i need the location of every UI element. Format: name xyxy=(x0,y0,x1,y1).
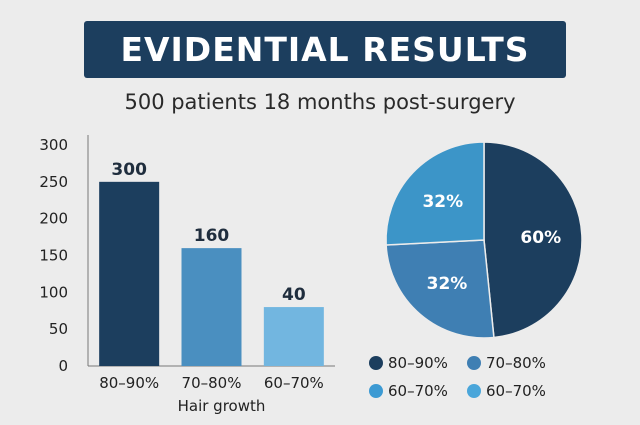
y-tick-label: 50 xyxy=(49,320,68,338)
page-title: EVIDENTIAL RESULTS xyxy=(120,30,530,69)
pie-slice-label: 32% xyxy=(427,274,468,294)
y-tick-label: 300 xyxy=(39,136,68,154)
legend-swatch xyxy=(467,384,481,398)
x-axis-title: Hair growth xyxy=(178,397,266,415)
x-tick-label: 80–90% xyxy=(99,374,159,392)
bar-chart: 0 50 100 150 200 250 300 300 80–90% 160 70–80% 40 60… xyxy=(39,135,335,415)
pie-slice-label: 60% xyxy=(520,228,561,248)
legend-label: 60–70% xyxy=(388,382,448,400)
y-tick-label: 150 xyxy=(39,247,68,265)
legend-label: 70–80% xyxy=(486,354,546,372)
legend-swatch xyxy=(467,356,481,370)
bar xyxy=(263,307,324,366)
pie-slice xyxy=(385,239,495,339)
x-tick-label: 70–80% xyxy=(182,374,242,392)
x-tick-label: 60–70% xyxy=(264,374,324,392)
bar-data-label: 300 xyxy=(111,160,147,180)
y-tick-label: 250 xyxy=(39,173,68,191)
legend-label: 60–70% xyxy=(486,382,546,400)
pie-legend: 80–90% 70–80% 60–70% 60–70% xyxy=(369,354,546,400)
y-tick-label: 100 xyxy=(39,283,68,301)
page-subtitle: 500 patients 18 months post-surgery xyxy=(124,90,516,114)
title-banner: EVIDENTIAL RESULTS xyxy=(84,21,566,78)
bar-data-label: 160 xyxy=(194,226,230,246)
y-tick-label: 200 xyxy=(39,210,68,228)
legend-swatch xyxy=(369,384,383,398)
pie-slice xyxy=(483,141,583,339)
bar-data-label: 40 xyxy=(282,285,306,305)
legend-label: 80–90% xyxy=(388,354,448,372)
pie-slice xyxy=(385,141,485,246)
bar xyxy=(181,248,242,366)
pie-slice-label: 32% xyxy=(422,192,463,212)
bar xyxy=(99,181,160,366)
y-tick-label: 0 xyxy=(58,357,68,375)
pie-chart: 60% 32% 32% xyxy=(385,141,583,339)
legend-swatch xyxy=(369,356,383,370)
